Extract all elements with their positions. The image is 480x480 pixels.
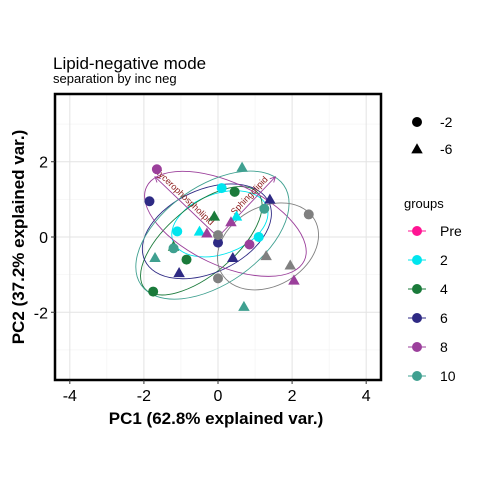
grid — [55, 94, 381, 380]
legend-group-label: 8 — [440, 339, 448, 355]
legend-groups-title: groups — [404, 196, 444, 211]
legend-group-key-marker — [412, 371, 422, 381]
data-point-10 — [168, 243, 179, 254]
data-point-2 — [253, 232, 264, 242]
data-point-6 — [173, 267, 185, 278]
legend-group-label: 4 — [440, 281, 448, 297]
data-point-unlabeled — [213, 273, 223, 284]
data-point-2 — [230, 210, 243, 221]
legend-group-key-marker — [412, 255, 422, 265]
legend-shape-triangle-icon — [411, 143, 423, 154]
data-point-10 — [236, 161, 248, 172]
x-tick-label: -4 — [63, 388, 77, 405]
data-point-unlabeled — [260, 250, 272, 261]
legend-group-label: 2 — [440, 252, 448, 268]
data-point-10 — [149, 251, 161, 263]
legend-group-key-marker — [412, 342, 422, 352]
data-point-6 — [227, 251, 239, 263]
data-point-4 — [208, 210, 221, 221]
data-point-10 — [238, 300, 250, 311]
data-point-4 — [148, 286, 159, 297]
data-point-10 — [259, 203, 270, 214]
legend-shape-circle-icon — [412, 117, 422, 127]
x-tick-label: 4 — [362, 388, 371, 405]
data-point-8 — [225, 216, 237, 227]
y-tick-label: -2 — [34, 305, 48, 322]
legend-shape-label: -6 — [440, 141, 453, 157]
legend-group-key-marker — [412, 226, 422, 236]
x-axis-label: PC1 (62.8% explained var.) — [109, 409, 324, 428]
legend: groups -2 -6 Pre 2 4 6 8 10 — [404, 114, 462, 384]
confidence-ellipse-4 — [140, 186, 263, 296]
x-tick-label: 2 — [288, 388, 297, 405]
legend-group-label: 6 — [440, 310, 448, 326]
data-point-6 — [144, 196, 155, 207]
loading-arrow-head — [154, 176, 161, 183]
chart-title: Lipid-negative mode — [53, 54, 206, 73]
data-point-8 — [244, 239, 255, 250]
loading-arrow-head — [269, 176, 277, 183]
loading-arrow-line — [154, 176, 219, 238]
legend-group-label: 10 — [440, 368, 456, 384]
y-tick-label: 0 — [39, 230, 48, 247]
data-points — [144, 161, 314, 311]
y-tick-label: 2 — [39, 155, 48, 172]
legend-group-key-marker — [412, 284, 422, 294]
confidence-ellipse-8 — [144, 170, 307, 277]
data-point-unlabeled — [303, 209, 314, 220]
data-point-2 — [216, 183, 227, 194]
confidence-ellipse-10 — [135, 170, 290, 300]
data-point-4 — [181, 254, 192, 265]
data-point-unlabeled — [284, 259, 296, 270]
data-point-8 — [288, 274, 300, 285]
legend-group-label: Pre — [440, 223, 462, 239]
data-point-8 — [151, 164, 162, 175]
legend-shape-label: -2 — [440, 114, 453, 130]
axes: -4 -2 0 2 4 -2 0 2 — [34, 155, 371, 405]
confidence-ellipse-unlabeled — [217, 202, 320, 291]
x-tick-label: -2 — [137, 388, 151, 405]
data-point-6 — [213, 237, 223, 248]
legend-group-key-marker — [412, 313, 422, 323]
y-axis-label: PC2 (37.2% explained var.) — [9, 130, 28, 345]
confidence-ellipses — [135, 170, 320, 300]
data-point-2 — [172, 226, 183, 237]
chart-subtitle: separation by inc neg — [53, 71, 177, 86]
data-point-4 — [229, 186, 240, 197]
loading-arrow-line — [217, 176, 276, 238]
data-point-unlabeled — [213, 230, 223, 241]
x-tick-label: 0 — [214, 388, 223, 405]
data-point-6 — [264, 193, 276, 204]
data-point-8 — [201, 227, 213, 238]
data-point-2 — [193, 225, 206, 236]
